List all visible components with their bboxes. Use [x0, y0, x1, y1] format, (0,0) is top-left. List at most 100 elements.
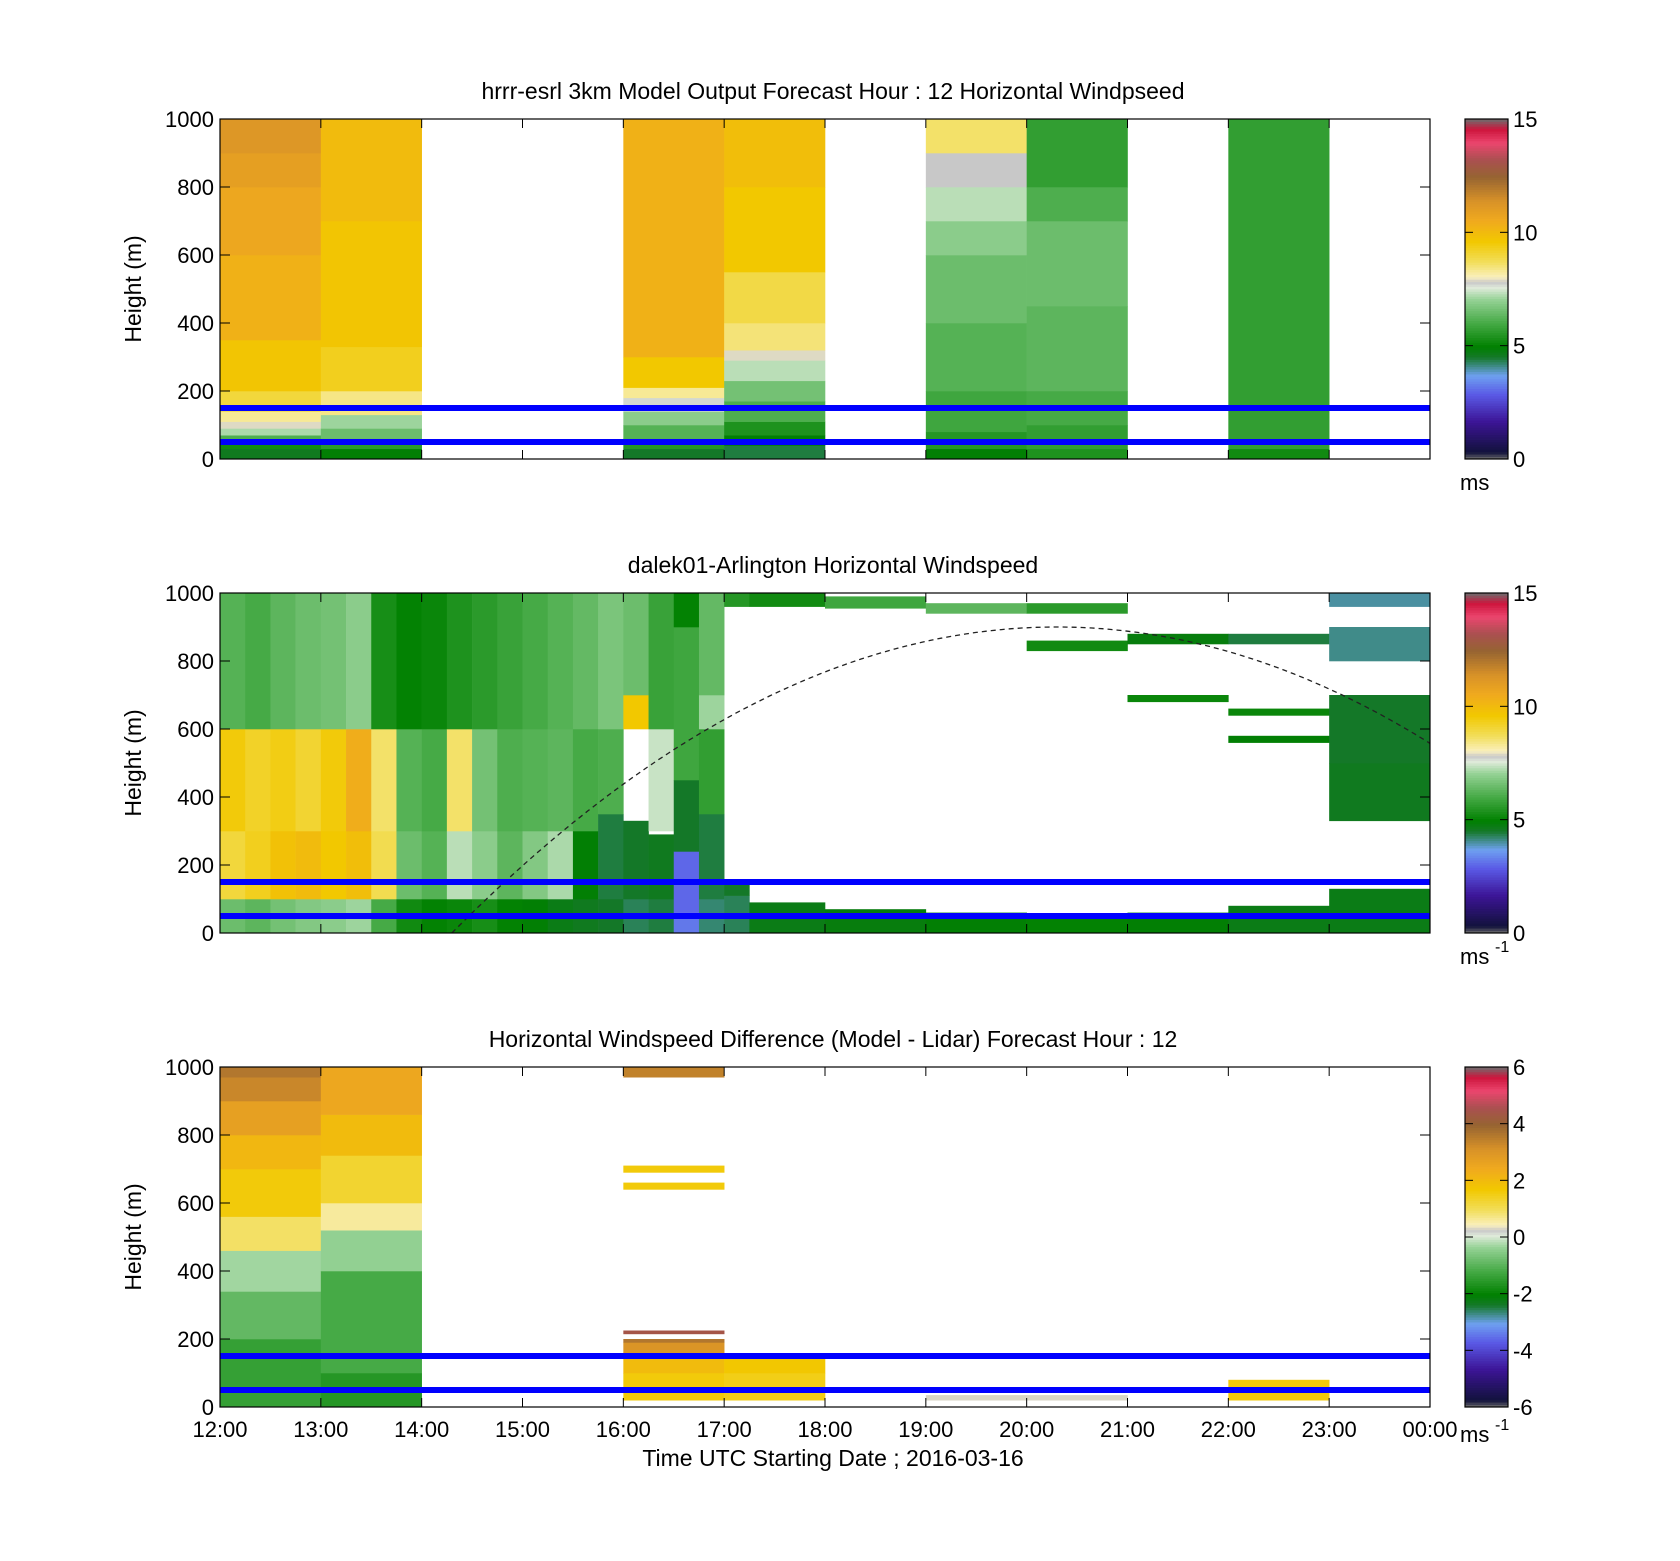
colorbar-segment [1465, 629, 1508, 633]
colorbar-segment [1465, 1392, 1508, 1396]
heatmap-cell [371, 729, 397, 832]
colorbar-segment [1465, 434, 1508, 438]
colorbar-segment [1465, 726, 1508, 730]
colorbar-segment [1465, 760, 1508, 764]
heatmap-cell [220, 1216, 322, 1251]
colorbar-frame [1464, 118, 1509, 460]
colorbar-unit-exponent: -1 [1495, 939, 1509, 956]
colorbar-segment [1465, 872, 1508, 876]
x-tick-label: 22:00 [1201, 1417, 1256, 1442]
colorbar-segment [1465, 347, 1508, 351]
colorbar-segment [1465, 797, 1508, 800]
colorbar-segment [1465, 600, 1508, 604]
colorbar-segment [1465, 179, 1508, 183]
heatmap-cell [598, 814, 624, 900]
colorbar-segment [1465, 1397, 1508, 1401]
colorbar-segment [1465, 1198, 1508, 1201]
colorbar-segment [1465, 784, 1508, 788]
colorbar-segment [1465, 1295, 1508, 1299]
colorbar-segment [1465, 1149, 1508, 1153]
colorbar-segment [1465, 702, 1508, 706]
colorbar-segment [1465, 313, 1508, 317]
heatmap-cell [623, 593, 649, 696]
heatmap-cell [925, 391, 1027, 433]
colorbar-segment [1465, 1173, 1508, 1177]
heatmap-cell [724, 421, 826, 436]
colorbar-segment [1465, 1232, 1508, 1235]
heatmap-cell [371, 593, 397, 730]
colorbar-segment [1465, 1375, 1508, 1379]
colorbar-segment [1465, 1237, 1508, 1240]
heatmap-cell [623, 411, 725, 426]
colorbar-segment [1465, 1239, 1508, 1243]
colorbar-segment [1465, 835, 1508, 839]
colorbar-segment [1465, 733, 1508, 737]
colorbar-segment [1465, 690, 1508, 693]
colorbar-segment [1465, 145, 1508, 149]
colorbar-segment [1465, 400, 1508, 404]
colorbar-segment [1465, 1178, 1508, 1182]
colorbar-tick-label: 10 [1513, 220, 1537, 245]
colorbar-segment [1465, 1317, 1508, 1320]
heatmap-cell [320, 221, 422, 348]
heatmap-cell [245, 831, 271, 900]
colorbar-segment [1465, 1275, 1508, 1279]
colorbar-segment [1465, 833, 1508, 837]
colorbar-segment [1465, 809, 1508, 812]
x-tick-label: 18:00 [797, 1417, 852, 1442]
colorbar-segment [1465, 315, 1508, 319]
heatmap-cell [623, 387, 725, 399]
colorbar-segment [1465, 758, 1508, 761]
colorbar-segment [1465, 1103, 1508, 1107]
heatmap-cell [724, 272, 826, 324]
heatmap-cell [724, 360, 826, 382]
colorbar-segment [1465, 685, 1508, 689]
colorbar-segment [1465, 617, 1508, 621]
heatmap-cell [320, 414, 422, 429]
colorbar-segment [1465, 891, 1508, 895]
colorbar-segment [1465, 1285, 1508, 1289]
colorbar-segment [1465, 896, 1508, 900]
colorbar-segment [1465, 848, 1508, 851]
colorbar-segment [1465, 259, 1508, 263]
colorbar-segment [1465, 208, 1508, 212]
panel-2: dalek01-Arlington Horizontal Windspeed 0 2… [120, 552, 1537, 969]
x-tick-label: 23:00 [1302, 1417, 1357, 1442]
colorbar-segment [1465, 658, 1508, 662]
x-axis-label: Time UTC Starting Date ; 2016-03-16 [642, 1445, 1023, 1471]
colorbar-segment [1465, 140, 1508, 144]
colorbar-segment [1465, 1188, 1508, 1192]
colorbar-segment [1465, 865, 1508, 868]
colorbar-segment [1465, 1210, 1508, 1214]
colorbar-segment [1465, 284, 1508, 287]
colorbar-segment [1465, 1156, 1508, 1160]
colorbar-segment [1465, 1166, 1508, 1170]
colorbar-segment [1465, 704, 1508, 708]
y-tick-label: 600 [177, 717, 214, 742]
heatmap-cell [220, 411, 322, 422]
colorbar-segment [1465, 899, 1508, 902]
heatmap-cell [270, 729, 296, 832]
colorbar-segment [1465, 369, 1508, 372]
colorbar-tick-label: -4 [1513, 1338, 1533, 1363]
colorbar-segment [1465, 709, 1508, 713]
colorbar-segment [1465, 138, 1508, 142]
colorbar-segment [1465, 1365, 1508, 1369]
colorbar-segment [1465, 437, 1508, 440]
colorbar-segment [1465, 187, 1508, 190]
heatmap-cell [396, 593, 422, 730]
colorbar-segment [1465, 1186, 1508, 1189]
colorbar-segment [1465, 736, 1508, 740]
heatmap-cell [825, 596, 927, 609]
colorbar-segment [1465, 1258, 1508, 1262]
colorbar-segment [1465, 1215, 1508, 1218]
heatmap-cell [572, 831, 599, 900]
colorbar-segment [1465, 1101, 1508, 1104]
colorbar-segment [1465, 646, 1508, 650]
colorbar-segment [1465, 1331, 1508, 1335]
colorbar-segment [1465, 1076, 1508, 1080]
y-tick-label: 400 [177, 1259, 214, 1284]
colorbar-tick-label: 15 [1513, 581, 1537, 606]
colorbar-segment [1465, 867, 1508, 871]
colorbar-segment [1465, 325, 1508, 329]
